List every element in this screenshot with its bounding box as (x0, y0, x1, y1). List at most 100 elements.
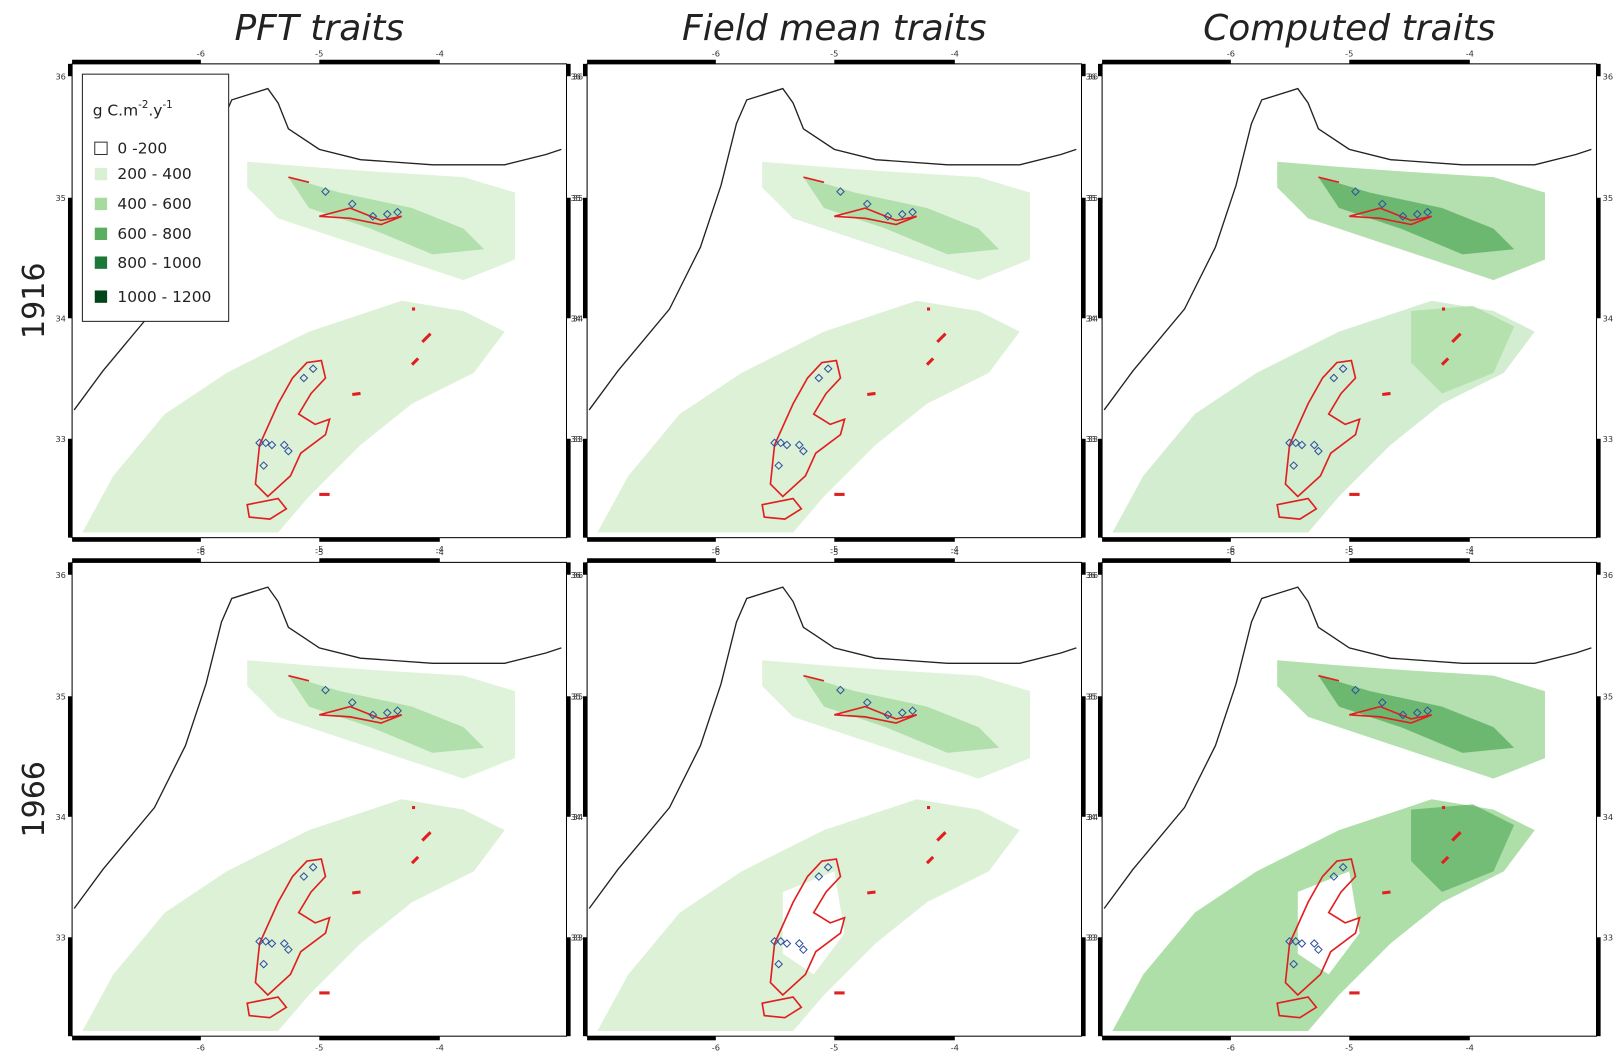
longitude-tick: -6 (712, 547, 720, 557)
frame-bar (583, 198, 587, 319)
latitude-tick: 35 (55, 193, 65, 203)
legend-swatch (95, 142, 107, 154)
longitude-tick: -6 (712, 1043, 720, 1053)
frame-bar (1102, 60, 1231, 64)
frame-bar (68, 439, 72, 538)
frame-bar (68, 64, 72, 76)
latitude-tick: 35 (55, 691, 65, 701)
legend-label: 200 - 400 (117, 165, 191, 183)
column-title: PFT traits (234, 8, 404, 49)
longitude-tick: -5 (830, 1043, 838, 1053)
frame-bar (1597, 439, 1601, 538)
frame-bar (68, 562, 72, 574)
longitude-tick: -5 (1345, 1043, 1353, 1053)
frame-bar (1098, 562, 1102, 574)
study-area (1382, 393, 1390, 394)
frame-bar (583, 64, 587, 76)
frame-bar (834, 1036, 955, 1040)
frame-bar (1597, 64, 1601, 76)
latitude-tick: 33 (570, 932, 580, 942)
longitude-tick: -6 (1227, 1043, 1235, 1053)
latitude-tick: 34 (55, 313, 65, 323)
latitude-tick: 34 (1603, 313, 1613, 323)
column-title: Field mean traits (682, 8, 987, 49)
latitude-tick: 33 (570, 434, 580, 444)
row-label: 1916 (17, 263, 52, 339)
frame-bar (68, 937, 72, 1036)
latitude-tick: 36 (570, 71, 580, 81)
figure: PFT traitsField mean traitsComputed trai… (0, 0, 1616, 1055)
frame-bar (72, 1036, 201, 1040)
frame-bar (567, 696, 571, 817)
latitude-tick: 34 (570, 313, 580, 323)
latitude-tick: 36 (1085, 570, 1095, 580)
frame-bar (319, 558, 440, 562)
frame-bar (319, 1036, 440, 1040)
longitude-tick: -4 (436, 547, 444, 557)
legend-swatch (95, 168, 107, 180)
longitude-tick: -5 (315, 547, 323, 557)
frame-bar (1597, 937, 1601, 1036)
map-panel: -6-6-5-5-4-43636353534343333 (570, 547, 1098, 1052)
study-area (352, 393, 360, 394)
longitude-tick: -4 (436, 1043, 444, 1053)
longitude-tick: -4 (1466, 1043, 1474, 1053)
longitude-tick: -5 (315, 49, 323, 59)
frame-bar (587, 538, 716, 542)
frame-bar (1597, 696, 1601, 817)
legend-title-part: -1 (162, 99, 172, 111)
longitude-tick: -4 (1466, 547, 1474, 557)
map-panel: -6-6-5-5-4-43636353534343333 (1085, 547, 1613, 1052)
legend-title-part: g C.m (93, 101, 138, 119)
frame-bar (1597, 562, 1601, 574)
legend-swatch (95, 290, 107, 302)
frame-bar (567, 198, 571, 319)
frame-bar (1082, 696, 1086, 817)
legend-swatch (95, 198, 107, 210)
latitude-tick: 33 (1085, 932, 1095, 942)
latitude-tick: 36 (55, 570, 65, 580)
longitude-tick: -4 (951, 49, 959, 59)
frame-bar (319, 60, 440, 64)
latitude-tick: 35 (570, 691, 580, 701)
frame-bar (834, 538, 955, 542)
longitude-tick: -6 (197, 1043, 205, 1053)
latitude-tick: 33 (55, 932, 65, 942)
frame-bar (1597, 198, 1601, 319)
legend: g C.m-2.y-10 -200200 - 400400 - 600600 -… (82, 74, 228, 321)
longitude-tick: -6 (1227, 547, 1235, 557)
longitude-tick: -4 (436, 49, 444, 59)
frame-bar (68, 198, 72, 319)
map-panel: -6-6-5-5-4-43636353534343333 (570, 49, 1098, 554)
frame-bar (583, 439, 587, 538)
frame-bar (587, 558, 716, 562)
latitude-tick: 36 (1603, 570, 1613, 580)
frame-bar (1098, 696, 1102, 817)
frame-bar (1082, 439, 1086, 538)
frame-bar (1102, 1036, 1231, 1040)
study-area (1382, 892, 1390, 893)
legend-swatch (95, 228, 107, 240)
frame-bar (72, 60, 201, 64)
frame-bar (1349, 558, 1470, 562)
longitude-tick: -5 (315, 1043, 323, 1053)
latitude-tick: 36 (570, 570, 580, 580)
latitude-tick: 36 (1603, 71, 1613, 81)
latitude-tick: 33 (1085, 434, 1095, 444)
legend-title: g C.m-2.y-1 (93, 99, 173, 119)
frame-bar (834, 60, 955, 64)
study-area (867, 393, 875, 394)
latitude-tick: 33 (1603, 932, 1613, 942)
longitude-tick: -4 (1466, 49, 1474, 59)
legend-label: 800 - 1000 (117, 254, 201, 272)
legend-label: 400 - 600 (117, 195, 191, 213)
longitude-tick: -5 (830, 547, 838, 557)
frame-bar (1098, 64, 1102, 76)
legend-label: 600 - 800 (117, 225, 191, 243)
latitude-tick: 35 (570, 193, 580, 203)
latitude-tick: 34 (1085, 313, 1095, 323)
frame-bar (72, 538, 201, 542)
frame-bar (1098, 937, 1102, 1036)
